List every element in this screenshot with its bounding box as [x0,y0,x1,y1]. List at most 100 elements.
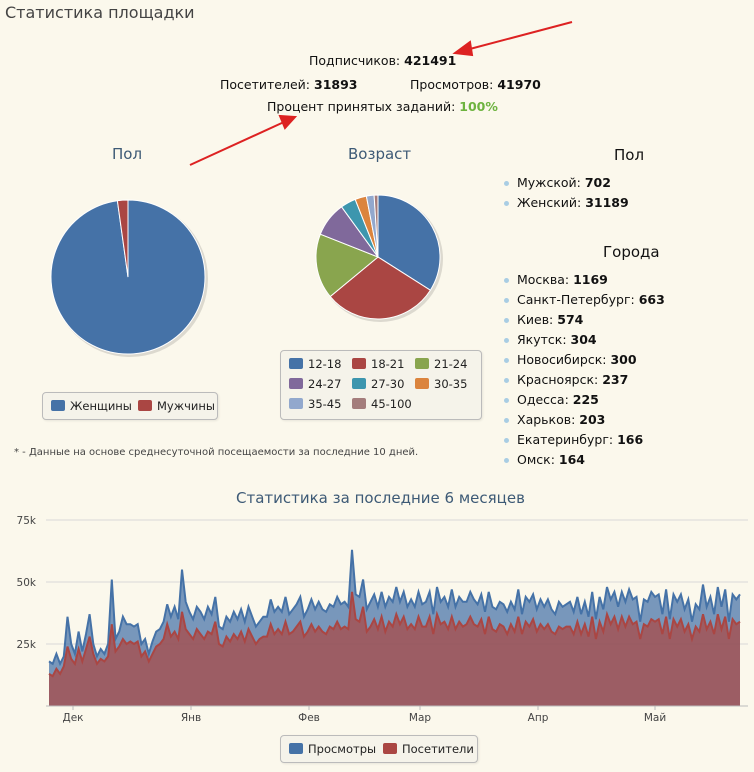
legend-label: Мужчины [157,399,215,413]
legend-swatch [289,378,303,389]
legend-item-18-21[interactable]: 18-21 [352,357,404,371]
legend-label: 18-21 [371,357,405,371]
legend-swatch [289,743,303,754]
legend-label: Посетители [402,742,474,756]
legend-label: 27-30 [371,377,405,391]
arrow-to-accept-rate [189,114,298,166]
gender-pie-legend: Женщины Мужчины [42,392,218,420]
visitors-label: Посетителей: [220,77,311,92]
city-label: Киев: [517,312,558,327]
area-chart: 75k 50k 25k Дек Янв Фев Мар Апр Май [17,515,748,724]
legend-item-24-27[interactable]: 24-27 [289,377,341,391]
pie-slice-45-100[interactable] [373,194,379,258]
gender-list-title: Пол [614,146,645,164]
gender-pie-chart [50,199,208,357]
legend-label: Просмотры [308,742,377,756]
x-tick-label: Фев [298,712,320,724]
legend-swatch [289,358,303,369]
x-tick-label: Янв [181,712,201,724]
city-item: Екатеринбург: 166 [502,432,665,452]
age-pie-chart [315,194,443,322]
y-tick-label: 50k [17,577,37,589]
legend-swatch [51,400,65,411]
area-line-Посетители[interactable] [48,591,741,678]
city-item: Москва: 1169 [502,272,665,292]
city-value: 203 [579,412,606,427]
x-tick-label: Мар [409,712,431,724]
legend-label: 21-24 [434,357,468,371]
city-value: 164 [558,452,585,467]
legend-item-views[interactable]: Просмотры [289,742,376,756]
area-fill-Посетители [49,591,740,706]
city-label: Санкт-Петербург: [517,292,639,307]
legend-item-12-18[interactable]: 12-18 [289,357,341,371]
annotation-arrows [189,21,573,166]
city-label: Москва: [517,272,574,287]
pie-slice-21-24[interactable] [315,233,379,298]
city-label: Екатеринбург: [517,432,618,447]
city-item: Якутск: 304 [502,332,665,352]
city-item: Одесса: 225 [502,392,665,412]
gender-list-item: Женский: 31189 [502,195,629,215]
age-pie-legend: 12-18 18-21 21-24 24-27 27-30 30-35 35-4… [280,350,482,420]
gender-pie-title: Пол [112,145,143,163]
visitors-value: 31893 [314,77,358,92]
legend-item-35-45[interactable]: 35-45 [289,397,341,411]
city-item: Красноярск: 237 [502,372,665,392]
legend-item-women[interactable]: Женщины [51,399,132,413]
legend-item-visitors[interactable]: Посетители [383,742,474,756]
accept-rate-value: 100% [459,99,498,114]
city-value: 304 [570,332,597,347]
visitors-stat: Посетителей: 31893 [220,77,358,92]
area-chart-axes: 75k 50k 25k Дек Янв Фев Мар Апр Май [17,515,748,724]
views-stat: Просмотров: 41970 [410,77,541,92]
legend-swatch [138,400,152,411]
city-value: 225 [572,392,599,407]
accept-rate-label: Процент принятых заданий: [267,99,456,114]
page-title: Статистика площадки [5,3,195,22]
views-label: Просмотров: [410,77,494,92]
legend-swatch [289,398,303,409]
legend-item-30-35[interactable]: 30-35 [415,377,467,391]
legend-label: Женщины [70,399,132,413]
arrow-to-subscribers [452,21,573,57]
cities-list-title: Города [603,243,660,261]
legend-item-men[interactable]: Мужчины [138,399,215,413]
gender-list-label: Мужской: [517,175,585,190]
area-line-Просмотры[interactable] [48,549,741,667]
legend-swatch [415,378,429,389]
city-item: Киев: 574 [502,312,665,332]
x-tick-label: Дек [62,712,83,724]
legend-swatch [352,398,366,409]
city-item: Санкт-Петербург: 663 [502,292,665,312]
subscribers-label: Подписчиков: [309,53,401,68]
y-tick-label: 75k [17,515,37,527]
city-label: Харьков: [517,412,580,427]
pie-slice-Мужчины[interactable] [116,199,129,278]
legend-label: 12-18 [308,357,342,371]
city-value: 300 [610,352,637,367]
age-pie-slices [315,194,443,322]
city-value: 237 [602,372,629,387]
legend-swatch [352,378,366,389]
legend-item-45-100[interactable]: 45-100 [352,397,412,411]
legend-label: 35-45 [308,397,342,411]
legend-swatch [383,743,397,754]
legend-item-21-24[interactable]: 21-24 [415,357,467,371]
views-value: 41970 [497,77,541,92]
legend-swatch [352,358,366,369]
accept-rate-stat: Процент принятых заданий: 100% [267,99,498,114]
footnote: * - Данные на основе среднесуточной посе… [14,447,419,458]
gender-list-value: 702 [584,175,611,190]
subscribers-value: 421491 [404,53,457,68]
city-label: Якутск: [517,332,571,347]
gender-list-item: Мужской: 702 [502,175,629,195]
legend-item-27-30[interactable]: 27-30 [352,377,404,391]
city-value: 1169 [573,272,608,287]
city-item: Харьков: 203 [502,412,665,432]
legend-label: 24-27 [308,377,342,391]
legend-swatch [415,358,429,369]
city-label: Красноярск: [517,372,603,387]
area-chart-legend: Просмотры Посетители [280,735,478,763]
pie-slice-18-21[interactable] [329,256,432,320]
